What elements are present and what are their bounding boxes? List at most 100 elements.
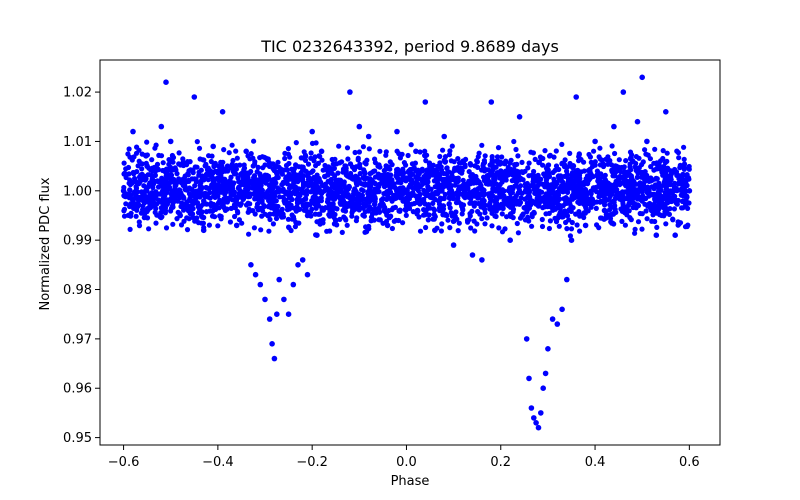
band-point xyxy=(657,202,663,208)
band-point xyxy=(462,164,468,170)
band-point xyxy=(336,143,342,149)
band-point xyxy=(650,177,656,183)
band-point xyxy=(672,193,678,199)
band-point xyxy=(391,218,397,224)
band-point xyxy=(601,195,608,201)
band-point xyxy=(489,157,495,163)
band-point xyxy=(192,183,198,189)
band-point xyxy=(266,211,273,217)
band-point xyxy=(613,193,619,199)
band-point xyxy=(547,218,554,224)
band-point xyxy=(544,174,550,181)
band-point xyxy=(352,149,358,156)
band-point xyxy=(246,208,252,214)
band-point xyxy=(395,179,401,185)
band-point xyxy=(475,195,481,201)
band-point xyxy=(140,203,146,209)
band-point xyxy=(561,162,568,168)
data-point xyxy=(233,222,240,229)
band-point xyxy=(212,214,218,220)
data-point xyxy=(219,109,226,115)
data-point xyxy=(347,89,353,95)
band-point xyxy=(560,179,566,185)
band-point xyxy=(611,199,617,206)
band-point xyxy=(180,178,187,184)
band-point xyxy=(175,198,181,204)
band-point xyxy=(279,206,285,212)
band-point xyxy=(193,200,199,206)
band-point xyxy=(602,178,609,184)
band-point xyxy=(250,163,256,169)
band-point xyxy=(275,159,281,165)
band-point xyxy=(358,193,364,199)
band-point xyxy=(157,179,164,185)
band-point xyxy=(654,224,660,230)
band-point xyxy=(569,219,575,226)
band-point xyxy=(387,185,393,191)
band-point xyxy=(651,160,657,166)
band-point xyxy=(424,189,430,196)
band-point xyxy=(303,153,309,159)
band-point xyxy=(542,200,548,206)
band-point xyxy=(640,195,646,202)
data-point xyxy=(531,415,537,421)
band-point xyxy=(251,191,257,197)
band-point xyxy=(339,159,345,165)
band-point xyxy=(311,186,317,192)
band-point xyxy=(235,210,241,216)
band-point xyxy=(656,195,662,201)
band-point xyxy=(499,229,506,235)
band-point xyxy=(425,183,431,189)
band-point xyxy=(163,185,170,191)
band-point xyxy=(344,222,350,228)
data-point xyxy=(144,163,150,169)
band-point xyxy=(425,202,432,208)
band-point xyxy=(300,188,306,194)
y-tick-label: 0.97 xyxy=(63,332,92,347)
band-point xyxy=(649,218,655,224)
band-point xyxy=(452,213,458,219)
band-point xyxy=(440,212,446,218)
band-point xyxy=(186,177,192,183)
band-point xyxy=(499,205,505,211)
band-point xyxy=(285,216,291,222)
band-point xyxy=(384,196,390,202)
band-point xyxy=(319,157,325,163)
band-point xyxy=(208,203,214,209)
band-point xyxy=(353,202,359,208)
band-point xyxy=(185,208,191,214)
band-point xyxy=(642,201,648,207)
band-point xyxy=(169,158,175,164)
band-point xyxy=(639,226,645,232)
band-point xyxy=(530,179,536,185)
band-point xyxy=(494,154,501,160)
band-point xyxy=(656,206,662,212)
band-point xyxy=(337,189,343,195)
band-point xyxy=(154,191,160,197)
band-point xyxy=(685,222,691,228)
band-point xyxy=(546,210,552,216)
data-point xyxy=(200,227,207,234)
band-point xyxy=(342,200,348,206)
band-point xyxy=(677,220,684,226)
band-point xyxy=(162,205,169,211)
band-point xyxy=(637,181,643,187)
band-point xyxy=(358,197,364,203)
band-point xyxy=(547,152,553,158)
band-point xyxy=(683,202,689,208)
data-point xyxy=(274,311,280,318)
band-point xyxy=(332,156,338,162)
band-point xyxy=(310,168,316,174)
data-point xyxy=(403,202,410,209)
band-point xyxy=(403,178,409,184)
band-point xyxy=(164,175,170,181)
band-point xyxy=(489,223,495,229)
band-point xyxy=(440,147,446,153)
band-point xyxy=(300,202,306,208)
band-point xyxy=(227,219,233,225)
data-point xyxy=(158,123,165,130)
band-point xyxy=(400,185,406,191)
band-point xyxy=(303,206,309,212)
band-point xyxy=(422,152,428,159)
band-point xyxy=(223,189,229,195)
